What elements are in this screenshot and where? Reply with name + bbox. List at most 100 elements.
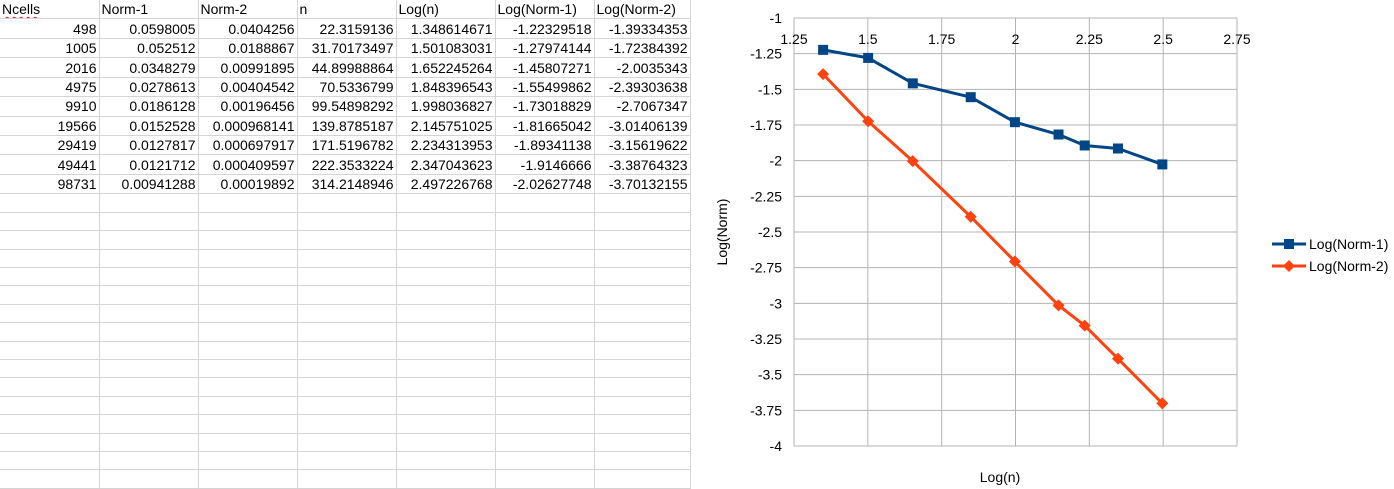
data-cell[interactable]: 0.000697917 (198, 135, 298, 156)
empty-cell[interactable] (396, 433, 496, 453)
data-cell[interactable]: 0.0598005 (99, 18, 199, 39)
empty-cell[interactable] (198, 322, 298, 342)
empty-cell[interactable] (0, 249, 100, 268)
data-cell[interactable]: 1005 (0, 38, 100, 59)
data-cell[interactable]: 4975 (0, 77, 100, 98)
empty-cell[interactable] (396, 377, 496, 397)
data-cell[interactable]: -2.7067347 (594, 96, 691, 117)
data-cell[interactable]: 0.0404256 (198, 18, 298, 39)
empty-cell[interactable] (198, 212, 298, 232)
empty-cell[interactable] (594, 322, 691, 342)
empty-cell[interactable] (594, 304, 691, 324)
data-cell[interactable]: -1.73018829 (495, 96, 595, 117)
empty-cell[interactable] (99, 285, 199, 305)
empty-cell[interactable] (198, 193, 298, 213)
empty-cell[interactable] (396, 359, 496, 379)
empty-cell[interactable] (99, 359, 199, 379)
empty-cell[interactable] (99, 212, 199, 232)
data-cell[interactable]: 0.00019892 (198, 174, 298, 195)
empty-cell[interactable] (198, 414, 298, 434)
empty-cell[interactable] (99, 267, 199, 287)
empty-cell[interactable] (495, 322, 595, 342)
empty-cell[interactable] (297, 414, 397, 434)
data-cell[interactable]: -3.01406139 (594, 116, 691, 137)
header-cell[interactable]: Log(n) (396, 0, 496, 20)
data-cell[interactable]: -2.0035343 (594, 57, 691, 78)
empty-cell[interactable] (594, 267, 691, 287)
empty-cell[interactable] (99, 322, 199, 342)
empty-cell[interactable] (297, 451, 397, 471)
empty-cell[interactable] (99, 230, 199, 250)
empty-cell[interactable] (396, 249, 496, 268)
data-cell[interactable]: 0.0348279 (99, 57, 199, 78)
empty-cell[interactable] (594, 230, 691, 250)
empty-cell[interactable] (0, 285, 100, 305)
data-cell[interactable]: -1.39334353 (594, 18, 691, 39)
data-cell[interactable]: -3.70132155 (594, 174, 691, 195)
data-cell[interactable]: -1.81665042 (495, 116, 595, 137)
empty-cell[interactable] (594, 377, 691, 397)
empty-cell[interactable] (495, 285, 595, 305)
empty-cell[interactable] (297, 359, 397, 379)
empty-cell[interactable] (198, 469, 298, 489)
empty-cell[interactable] (198, 230, 298, 250)
empty-cell[interactable] (99, 341, 199, 361)
empty-cell[interactable] (198, 433, 298, 453)
empty-cell[interactable] (594, 396, 691, 416)
empty-cell[interactable] (594, 433, 691, 453)
empty-cell[interactable] (297, 469, 397, 489)
empty-cell[interactable] (0, 230, 100, 250)
empty-cell[interactable] (297, 433, 397, 453)
empty-cell[interactable] (495, 451, 595, 471)
empty-cell[interactable] (99, 304, 199, 324)
header-cell[interactable]: n (297, 0, 397, 20)
empty-cell[interactable] (495, 304, 595, 324)
data-cell[interactable]: 1.652245264 (396, 57, 496, 78)
empty-cell[interactable] (495, 212, 595, 232)
empty-cell[interactable] (594, 285, 691, 305)
data-cell[interactable]: 0.00941288 (99, 174, 199, 195)
empty-cell[interactable] (396, 212, 496, 232)
empty-cell[interactable] (594, 341, 691, 361)
empty-cell[interactable] (594, 359, 691, 379)
empty-cell[interactable] (594, 469, 691, 489)
empty-cell[interactable] (0, 267, 100, 287)
empty-cell[interactable] (495, 377, 595, 397)
empty-cell[interactable] (198, 249, 298, 268)
empty-cell[interactable] (99, 414, 199, 434)
data-cell[interactable]: 2.145751025 (396, 116, 496, 137)
data-cell[interactable]: 0.0186128 (99, 96, 199, 117)
empty-cell[interactable] (594, 193, 691, 213)
empty-cell[interactable] (198, 267, 298, 287)
data-cell[interactable]: 314.2148946 (297, 174, 397, 195)
empty-cell[interactable] (0, 212, 100, 232)
empty-cell[interactable] (396, 414, 496, 434)
empty-cell[interactable] (297, 396, 397, 416)
empty-cell[interactable] (0, 359, 100, 379)
data-cell[interactable]: -1.45807271 (495, 57, 595, 78)
empty-cell[interactable] (396, 193, 496, 213)
empty-cell[interactable] (594, 451, 691, 471)
data-cell[interactable]: 222.3533224 (297, 154, 397, 175)
empty-cell[interactable] (198, 451, 298, 471)
data-cell[interactable]: 70.5336799 (297, 77, 397, 98)
empty-cell[interactable] (99, 396, 199, 416)
data-cell[interactable]: 49441 (0, 154, 100, 175)
empty-cell[interactable] (297, 304, 397, 324)
data-cell[interactable]: 2016 (0, 57, 100, 78)
empty-cell[interactable] (396, 304, 496, 324)
data-cell[interactable]: 498 (0, 18, 100, 39)
empty-cell[interactable] (297, 341, 397, 361)
empty-cell[interactable] (198, 285, 298, 305)
header-cell[interactable]: Log(Norm-1) (495, 0, 595, 20)
data-cell[interactable]: 0.0152528 (99, 116, 199, 137)
data-cell[interactable]: 98731 (0, 174, 100, 195)
empty-cell[interactable] (396, 451, 496, 471)
data-cell[interactable]: 29419 (0, 135, 100, 156)
data-cell[interactable]: -1.9146666 (495, 154, 595, 175)
empty-cell[interactable] (396, 341, 496, 361)
empty-cell[interactable] (0, 304, 100, 324)
empty-cell[interactable] (396, 469, 496, 489)
data-cell[interactable]: 22.3159136 (297, 18, 397, 39)
empty-cell[interactable] (99, 249, 199, 268)
